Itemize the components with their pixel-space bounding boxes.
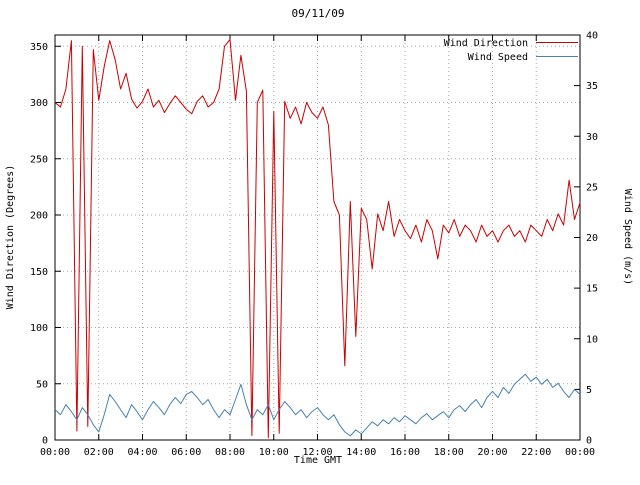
y-right-tick-label: 20 xyxy=(586,233,598,244)
y-left-tick-label: 150 xyxy=(30,267,48,278)
x-tick-label: 02:00 xyxy=(84,447,114,458)
plot-border xyxy=(54,34,581,441)
chart-title: 09/11/09 xyxy=(292,7,345,20)
x-tick-label: 14:00 xyxy=(346,447,376,458)
y-right-tick-label: 15 xyxy=(586,284,598,295)
y-left-tick-label: 250 xyxy=(30,154,48,165)
x-tick-label: 08:00 xyxy=(215,447,245,458)
x-tick-label: 22:00 xyxy=(521,447,551,458)
y-left-tick-label: 100 xyxy=(30,323,48,334)
plot-layer: 00:00 02:00 04:00 06:00 08:00 10:00 12:00 14:00… xyxy=(30,31,598,459)
y-left-tick-label: 350 xyxy=(30,42,48,53)
y-left-tick-label: 300 xyxy=(30,98,48,109)
x-tick-label: 16:00 xyxy=(390,447,420,458)
series-wind-direction xyxy=(54,39,581,439)
y-left-axis-label: Wind Direction (Degrees) xyxy=(5,165,16,310)
y-right-tick-label: 5 xyxy=(586,385,592,396)
y-right-tick-label: 10 xyxy=(586,334,598,345)
x-tick-label: 12:00 xyxy=(302,447,332,458)
y-right-axis-label: Wind Speed (m/s) xyxy=(622,189,633,285)
x-axis-label: Time GMT xyxy=(294,455,342,466)
y-left-tick-label: 50 xyxy=(36,379,48,390)
x-tick-label: 10:00 xyxy=(259,447,289,458)
x-tick-label: 18:00 xyxy=(434,447,464,458)
x-tick-label: 04:00 xyxy=(127,447,157,458)
y-right-tick-label: 30 xyxy=(586,132,598,143)
y-left-tick-label: 200 xyxy=(30,211,48,222)
y-right-tick-label: 40 xyxy=(586,31,598,42)
x-tick-label: 00:00 xyxy=(565,447,595,458)
series-wind-speed xyxy=(54,373,581,437)
x-tick-label: 20:00 xyxy=(477,447,507,458)
y-right-tick-label: 0 xyxy=(586,436,592,447)
x-tick-label: 06:00 xyxy=(171,447,201,458)
legend-label-wind-direction: Wind Direction xyxy=(444,38,528,49)
y-right-tick-label: 35 xyxy=(586,81,598,92)
y-right-tick-label: 25 xyxy=(586,182,598,193)
legend: Wind Direction Wind Speed xyxy=(444,38,578,63)
legend-label-wind-speed: Wind Speed xyxy=(468,52,528,63)
y-left-tick-label: 0 xyxy=(42,436,48,447)
x-tick-label: 00:00 xyxy=(40,447,70,458)
